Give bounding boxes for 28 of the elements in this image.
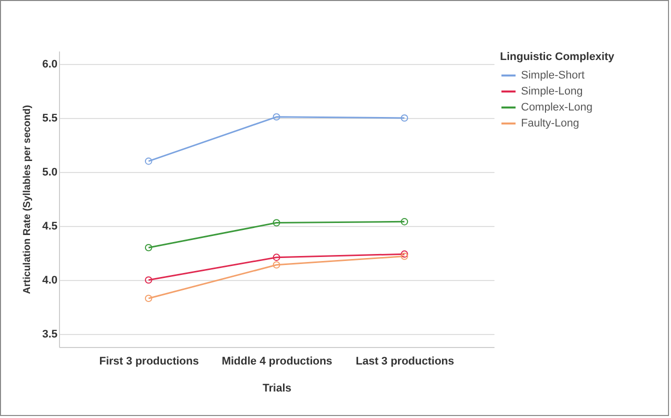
x-tick-label: Last 3 productions [356,356,454,368]
point [144,276,152,284]
point [400,250,408,258]
point [272,254,280,261]
y-tick-label: 6.0 [42,58,58,70]
legend-label: Faulty-Long [521,118,580,130]
point [272,113,280,121]
y-axis-title: Articulation Rate (Syllables per second) [22,105,34,294]
y-tick-label: 3.5 [42,328,58,341]
point [144,244,152,252]
legend-label: Simple-Short [521,70,585,82]
point [272,261,280,269]
point [400,114,408,122]
y-tick-label: 5.0 [42,166,58,178]
legend-label: Complex-Long [521,102,593,114]
y-tick-label: 4.5 [42,220,58,233]
point [272,219,280,226]
y-tick-label: 5.5 [42,112,58,124]
x-tick-label: First 3 productions [99,356,199,368]
point [400,218,408,226]
point [144,294,152,302]
y-tick-label: 4.0 [42,274,58,287]
legend-label: Simple-Long [521,86,583,98]
point [400,252,408,260]
point [144,158,152,165]
x-tick-label: Middle 4 productions [222,356,332,368]
legend-title: Linguistic Complexity [500,51,616,63]
x-axis-title: Trials [262,382,292,394]
